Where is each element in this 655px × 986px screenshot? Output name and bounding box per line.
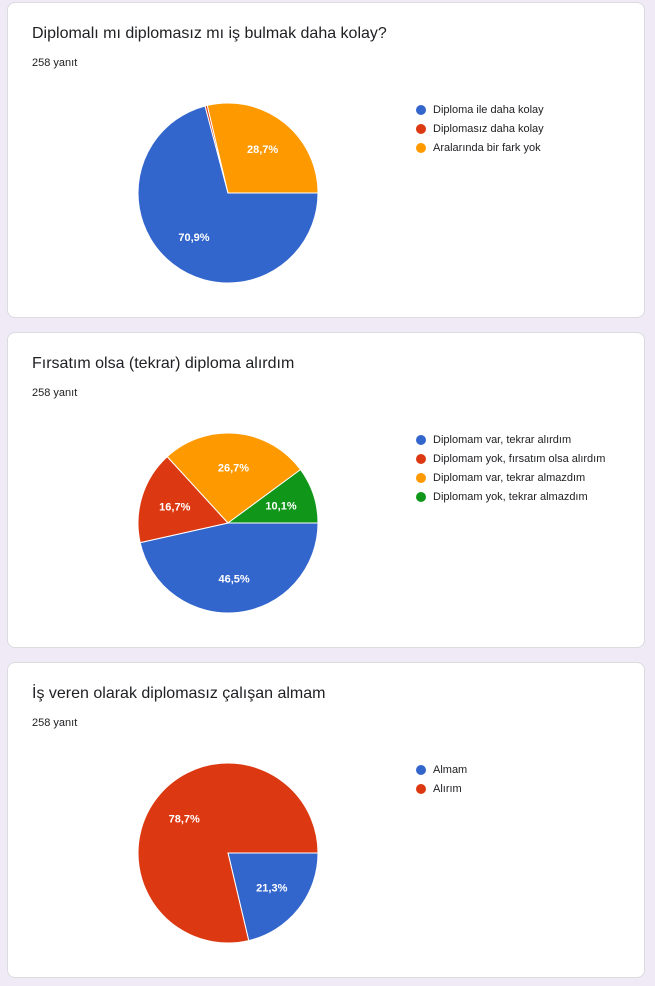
slice-data-label: 78,7% bbox=[169, 813, 200, 825]
legend-label: Diplomasız daha kolay bbox=[433, 123, 544, 135]
chart-title: İş veren olarak diplomasız çalışan almam bbox=[32, 685, 326, 702]
legend-label: Aralarında bir fark yok bbox=[433, 142, 541, 154]
legend-label: Diploma ile daha kolay bbox=[433, 104, 544, 116]
legend-swatch-icon bbox=[416, 454, 426, 464]
legend: Diploma ile daha kolay Diplomasız daha ko… bbox=[415, 103, 615, 160]
legend-label: Diplomam var, tekrar alırdım bbox=[433, 434, 572, 446]
pie-chart: 70,9% 28,7% bbox=[137, 102, 319, 284]
legend: Almam Alırım bbox=[415, 763, 615, 801]
slice-data-label: 70,9% bbox=[178, 232, 209, 244]
legend-item-diplomam-var-tekrar-al-rd-m: Diplomam var, tekrar alırdım bbox=[415, 433, 615, 447]
chart-card-1: Diplomalı mı diplomasız mı iş bulmak dah… bbox=[7, 2, 645, 318]
legend-item-diplomas-z-daha-kolay: Diplomasız daha kolay bbox=[415, 122, 615, 136]
slice-data-label: 16,7% bbox=[159, 501, 190, 513]
slice-data-label: 46,5% bbox=[219, 573, 250, 585]
legend-item-diploma-ile-daha-kolay: Diploma ile daha kolay bbox=[415, 103, 615, 117]
legend-label: Diplomam var, tekrar almazdım bbox=[433, 472, 586, 484]
slice-data-label: 26,7% bbox=[218, 462, 249, 474]
pie-chart: 21,3% 78,7% bbox=[137, 762, 319, 944]
pie-slice-diploma-ile-daha-kolay bbox=[137, 105, 319, 284]
legend-item-al-r-m: Alırım bbox=[415, 782, 615, 796]
response-count: 258 yanıt bbox=[32, 387, 78, 399]
pie-slice-aralar-nda-bir-fark-yok bbox=[206, 102, 319, 194]
slice-data-label: 10,1% bbox=[265, 501, 296, 513]
pie-slice-diplomam-var-tekrar-almazd-m bbox=[166, 432, 302, 524]
legend: Diplomam var, tekrar alırdım Diplomam yok… bbox=[415, 433, 615, 509]
pie-slice-almam bbox=[227, 852, 319, 942]
legend-swatch-icon bbox=[416, 105, 426, 115]
legend-item-diplomam-yok-f-rsat-m-olsa-al-rd-m: Diplomam yok, fırsatım olsa alırdım bbox=[415, 452, 615, 466]
legend-item-diplomam-var-tekrar-almazd-m: Diplomam var, tekrar almazdım bbox=[415, 471, 615, 485]
response-count: 258 yanıt bbox=[32, 57, 78, 69]
legend-swatch-icon bbox=[416, 492, 426, 502]
response-count: 258 yanıt bbox=[32, 717, 78, 729]
slice-data-label: 21,3% bbox=[256, 883, 287, 895]
chart-card-3: İş veren olarak diplomasız çalışan almam… bbox=[7, 662, 645, 978]
slice-data-label: 28,7% bbox=[247, 144, 278, 156]
legend-swatch-icon bbox=[416, 124, 426, 134]
legend-label: Diplomam yok, fırsatım olsa alırdım bbox=[433, 453, 606, 465]
legend-label: Alırım bbox=[433, 783, 462, 795]
legend-item-diplomam-yok-tekrar-almazd-m: Diplomam yok, tekrar almazdım bbox=[415, 490, 615, 504]
pie-chart: 46,5% 16,7% 26,7% 10,1% bbox=[137, 432, 319, 614]
pie-slice-diplomam-yok-tekrar-almazd-m bbox=[226, 468, 319, 524]
legend-label: Diplomam yok, tekrar almazdım bbox=[433, 491, 588, 503]
legend-swatch-icon bbox=[416, 473, 426, 483]
pie-slice-al-r-m bbox=[137, 762, 319, 944]
pie-slice-diplomam-var-tekrar-al-rd-m bbox=[139, 522, 319, 614]
chart-card-2: Fırsatım olsa (tekrar) diploma alırdım 2… bbox=[7, 332, 645, 648]
pie-slice-diplomam-yok-f-rsat-m-olsa-al-rd-m bbox=[137, 455, 229, 544]
legend-swatch-icon bbox=[416, 143, 426, 153]
chart-title: Fırsatım olsa (tekrar) diploma alırdım bbox=[32, 355, 295, 372]
legend-item-aralar-nda-bir-fark-yok: Aralarında bir fark yok bbox=[415, 141, 615, 155]
legend-swatch-icon bbox=[416, 765, 426, 775]
legend-item-almam: Almam bbox=[415, 763, 615, 777]
legend-swatch-icon bbox=[416, 435, 426, 445]
chart-title: Diplomalı mı diplomasız mı iş bulmak dah… bbox=[32, 25, 387, 42]
legend-swatch-icon bbox=[416, 784, 426, 794]
legend-label: Almam bbox=[433, 764, 468, 776]
